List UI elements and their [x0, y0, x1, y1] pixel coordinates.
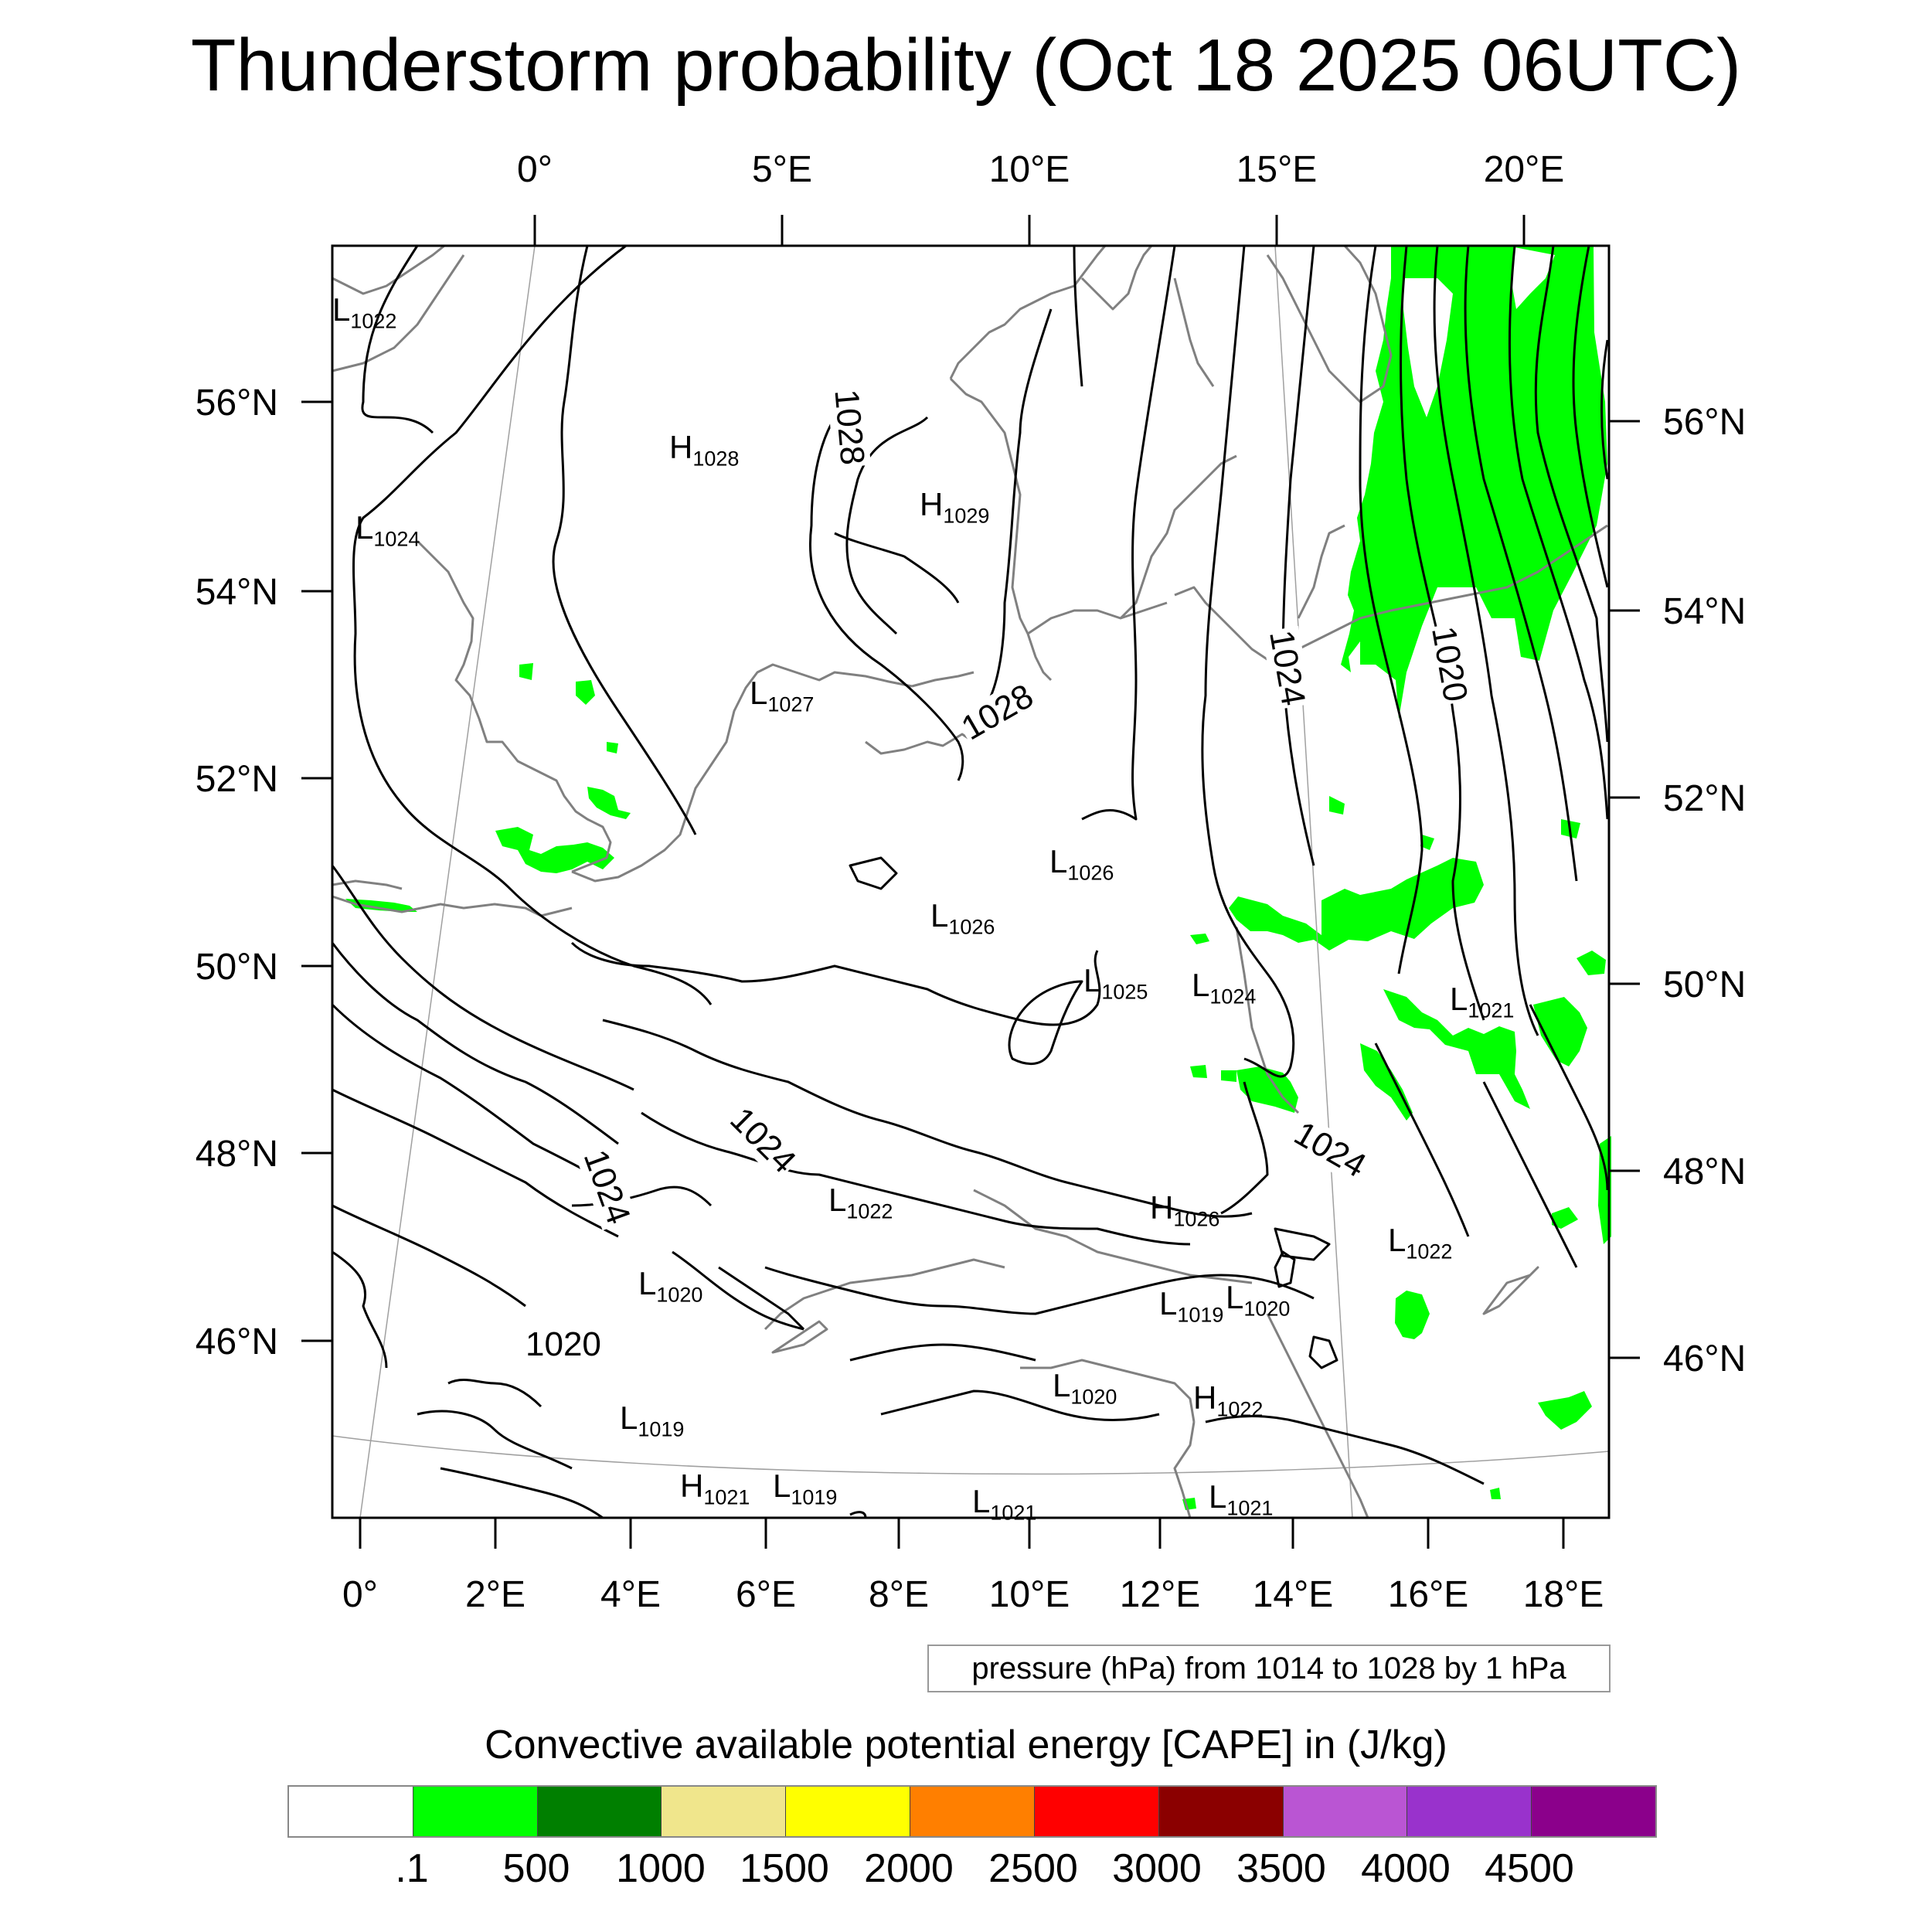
- right-lat-label: 48°N: [1663, 1151, 1747, 1192]
- cape-shading: [345, 246, 1611, 1510]
- colorbar-cell: [536, 1787, 662, 1836]
- pressure-system-label: L1021: [1450, 981, 1515, 1022]
- pressure-system-label: L1020: [1226, 1279, 1291, 1321]
- colorbar-cell: [785, 1787, 910, 1836]
- pressure-system-label: H1028: [669, 429, 740, 471]
- colorbar-cell: [1282, 1787, 1407, 1836]
- pressure-system-label: H1022: [1193, 1379, 1264, 1421]
- colorbar-label: 500: [502, 1846, 570, 1891]
- pressure-system-label: L1026: [1049, 843, 1114, 885]
- top-lon-label: 10°E: [988, 149, 1070, 190]
- left-lat-label: 50°N: [195, 947, 278, 988]
- colorbar-label: .1: [395, 1846, 429, 1891]
- bottom-lon-label: 2°E: [465, 1574, 526, 1615]
- colorbar-label: 2500: [988, 1846, 1078, 1891]
- colorbar-cell: [661, 1787, 786, 1836]
- right-lat-label: 50°N: [1663, 964, 1747, 1005]
- tick-marks: [301, 215, 1640, 1549]
- colorbar: [287, 1785, 1657, 1838]
- left-lat-label: 46°N: [195, 1321, 278, 1362]
- bottom-lon-label: 6°E: [736, 1574, 796, 1615]
- isobar-label: 1028: [827, 386, 872, 468]
- colorbar-label: 1500: [740, 1846, 829, 1891]
- pressure-system-label: L1020: [1053, 1367, 1117, 1409]
- coastlines: [332, 244, 1608, 1519]
- bottom-lon-label: 16°E: [1387, 1574, 1469, 1615]
- colorbar-label: 1000: [616, 1846, 706, 1891]
- right-lat-label: 54°N: [1663, 591, 1747, 632]
- pressure-system-label: L1025: [1083, 962, 1148, 1004]
- bottom-lon-label: 14°E: [1252, 1574, 1334, 1615]
- top-lon-label: 5°E: [752, 149, 812, 190]
- bottom-lon-label: 0°: [342, 1574, 378, 1615]
- pressure-system-label: L1027: [750, 675, 815, 716]
- pressure-system-label: L1022: [332, 291, 397, 333]
- pressure-system-label: H1021: [680, 1468, 750, 1509]
- pressure-system-label: H1029: [920, 486, 990, 528]
- isobars: [331, 244, 1609, 1519]
- map-frame: [331, 244, 1611, 1519]
- right-lat-label: 52°N: [1663, 778, 1747, 819]
- top-lon-label: 0°: [517, 149, 553, 190]
- right-lat-label: 46°N: [1663, 1338, 1747, 1379]
- left-lat-label: 54°N: [195, 572, 278, 613]
- bottom-lon-label: 4°E: [600, 1574, 661, 1615]
- colorbar-label: 2000: [864, 1846, 954, 1891]
- isobar-label: 1020: [524, 1325, 603, 1363]
- pressure-system-label: L1024: [355, 509, 420, 551]
- pressure-system-label: L1020: [638, 1265, 703, 1307]
- left-lat-label: 48°N: [195, 1134, 278, 1175]
- colorbar-cell: [289, 1787, 413, 1836]
- colorbar-label: 4000: [1361, 1846, 1451, 1891]
- colorbar-label: 3000: [1112, 1846, 1202, 1891]
- pressure-system-label: L1019: [620, 1400, 685, 1441]
- colorbar-cell: [1033, 1787, 1158, 1836]
- bottom-lon-label: 12°E: [1119, 1574, 1201, 1615]
- pressure-system-label: L1021: [972, 1483, 1037, 1525]
- top-lon-label: 15°E: [1236, 149, 1318, 190]
- colorbar-title: Convective available potential energy [C…: [485, 1723, 1447, 1767]
- colorbar-cell: [412, 1787, 537, 1836]
- right-lat-label: 56°N: [1663, 402, 1747, 443]
- bottom-lon-label: 10°E: [988, 1574, 1070, 1615]
- colorbar-label: 4500: [1485, 1846, 1574, 1891]
- chart-title: Thunderstorm probability (Oct 18 2025 06…: [190, 24, 1742, 107]
- colorbar-cell: [1406, 1787, 1532, 1836]
- colorbar-cell: [910, 1787, 1034, 1836]
- pressure-system-label: L1022: [1388, 1222, 1453, 1264]
- graticule: [332, 245, 1610, 1519]
- bottom-lon-label: 18°E: [1522, 1574, 1604, 1615]
- pressure-system-label: L1022: [828, 1182, 893, 1223]
- left-lat-label: 56°N: [195, 383, 278, 423]
- colorbar-label: 3500: [1236, 1846, 1326, 1891]
- pressure-system-label: L1024: [1192, 967, 1257, 1009]
- pressure-system-label: L1026: [930, 897, 995, 939]
- pressure-system-label: H1026: [1150, 1189, 1220, 1231]
- top-lon-label: 20°E: [1483, 149, 1565, 190]
- bottom-lon-label: 8°E: [869, 1574, 929, 1615]
- contour-info-box: pressure (hPa) from 1014 to 1028 by 1 hP…: [927, 1645, 1611, 1692]
- pressure-system-label: L1019: [773, 1468, 838, 1509]
- colorbar-cell: [1158, 1787, 1283, 1836]
- pressure-system-label: L1019: [1159, 1285, 1224, 1327]
- pressure-system-label: L1021: [1209, 1478, 1274, 1520]
- left-lat-label: 52°N: [195, 759, 278, 800]
- colorbar-cell: [1531, 1787, 1655, 1836]
